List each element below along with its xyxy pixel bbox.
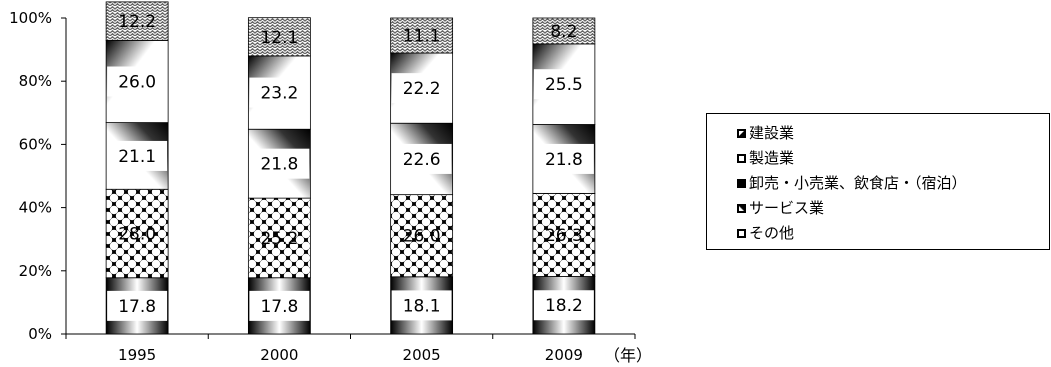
data-label: 28.0 bbox=[118, 225, 156, 245]
data-label-bg bbox=[249, 290, 310, 321]
data-label-bg bbox=[249, 77, 310, 108]
chart-bars bbox=[105, 1, 596, 335]
legend-label: その他 bbox=[749, 224, 795, 242]
data-label-bg bbox=[107, 66, 168, 97]
bar-segment bbox=[105, 1, 169, 41]
y-tick-label: 20% bbox=[19, 262, 52, 280]
data-label: 26.3 bbox=[545, 226, 583, 246]
bar-segment bbox=[532, 17, 596, 45]
x-tick-label: 2009 bbox=[545, 346, 583, 364]
data-label: 17.8 bbox=[260, 297, 298, 317]
x-tick-label: 2005 bbox=[403, 346, 441, 364]
y-tick-label: 100% bbox=[9, 9, 52, 27]
data-label: 17.8 bbox=[118, 297, 156, 317]
data-label-bg bbox=[533, 290, 594, 321]
legend-label: 卸売・小売業、飲食店・（宿泊） bbox=[749, 174, 967, 192]
data-label-bg bbox=[107, 290, 168, 321]
data-label: 18.2 bbox=[545, 296, 583, 316]
x-axis-unit-label: （年） bbox=[604, 346, 653, 365]
legend-item-manufacturing: 製造業 bbox=[737, 149, 794, 167]
legend-label: 建設業 bbox=[749, 124, 795, 142]
data-label: 26.0 bbox=[118, 73, 156, 93]
data-label: 21.1 bbox=[118, 147, 156, 167]
data-label: 26.0 bbox=[403, 227, 441, 247]
legend-label: 製造業 bbox=[749, 149, 795, 167]
data-label-bg bbox=[533, 143, 594, 174]
data-label: 12.2 bbox=[118, 12, 156, 32]
data-label: 21.8 bbox=[260, 155, 298, 175]
data-label-bg bbox=[391, 73, 452, 104]
data-label: 18.1 bbox=[403, 296, 441, 316]
data-label: 11.1 bbox=[403, 27, 441, 47]
bar-segment bbox=[532, 192, 596, 277]
legend-label: サービス業 bbox=[749, 199, 825, 217]
data-label: 25.5 bbox=[545, 75, 583, 95]
legend-swatch-service bbox=[737, 204, 746, 213]
x-tick-label: 2000 bbox=[260, 346, 298, 364]
legend-item-service: サービス業 bbox=[737, 199, 824, 217]
y-tick-label: 0% bbox=[28, 325, 52, 343]
data-label-bg bbox=[107, 140, 168, 171]
chart-axes: 0% 20% 40% 60% 80% 100% 1995 2000 2005 2009 bbox=[9, 9, 636, 364]
data-label-bg bbox=[391, 143, 452, 174]
legend: 建設業 製造業 卸売・小売業、飲食店・（宿泊） サービス業 その他 bbox=[706, 113, 1050, 250]
legend-item-other: その他 bbox=[737, 224, 794, 242]
data-label-bg bbox=[249, 148, 310, 179]
x-tick-label: 1995 bbox=[118, 346, 156, 364]
bar-segment bbox=[390, 194, 454, 278]
data-label: 21.8 bbox=[545, 150, 583, 170]
legend-item-construction: 建設業 bbox=[737, 124, 794, 142]
data-label: 23.2 bbox=[260, 84, 298, 104]
data-label: 22.6 bbox=[403, 150, 441, 170]
data-label: 25.2 bbox=[260, 229, 298, 249]
chart-data-labels: 17.8 28.0 21.1 26.0 12.2 17.8 25.2 21.8 23.2 12.1… bbox=[107, 12, 594, 321]
y-tick-label: 40% bbox=[19, 199, 52, 217]
legend-swatch-manufacturing bbox=[737, 154, 746, 163]
bar-segment bbox=[247, 17, 311, 57]
data-label: 12.1 bbox=[260, 28, 298, 48]
data-label-bg bbox=[391, 290, 452, 321]
legend-swatch-other bbox=[737, 229, 746, 238]
bar-segment bbox=[247, 197, 311, 279]
data-label: 22.2 bbox=[403, 79, 441, 99]
data-label-bg bbox=[533, 69, 594, 100]
legend-swatch-construction bbox=[737, 129, 746, 138]
y-tick-label: 60% bbox=[19, 135, 52, 153]
y-tick-label: 80% bbox=[19, 72, 52, 90]
bar-segment bbox=[390, 17, 454, 54]
legend-swatch-wholesale bbox=[737, 179, 746, 188]
data-label: 8.2 bbox=[550, 22, 577, 42]
legend-item-wholesale: 卸売・小売業、飲食店・（宿泊） bbox=[737, 174, 967, 192]
